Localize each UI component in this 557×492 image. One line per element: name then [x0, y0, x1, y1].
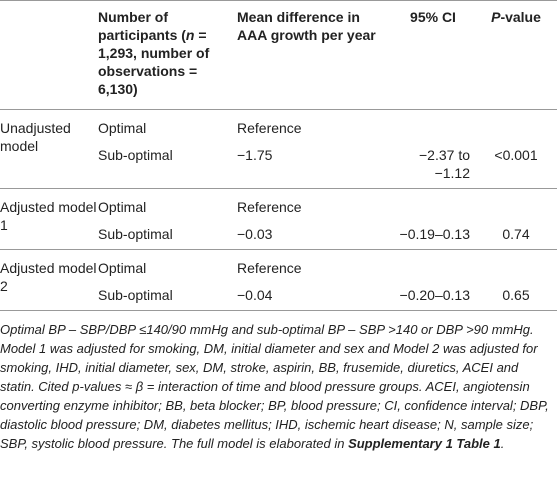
header-cell: P-value	[475, 1, 557, 110]
row-group: Adjusted model 2 Optimal Reference Sub-opti…	[0, 250, 557, 311]
text-segment: Supplementary 1 Table 1	[348, 436, 501, 451]
table-cell: 0.74	[502, 226, 530, 242]
table-cell: Sub-optimal	[98, 147, 173, 163]
table-cell: −0.19–0.13	[399, 226, 470, 242]
group-label: Unadjusted model	[0, 120, 71, 154]
table-row: Adjusted model 2 Optimal Reference	[0, 250, 557, 294]
table-cell: Reference	[237, 199, 302, 215]
text-segment: Optimal BP – SBP/DBP ≤140/90 mmHg and su…	[0, 322, 549, 451]
row-group: Adjusted model 1 Optimal Reference Sub-opti…	[0, 189, 557, 250]
table-cell	[381, 250, 475, 278]
group-label: Adjusted model 2	[0, 260, 97, 294]
text-segment: .	[500, 436, 505, 451]
table-row: Adjusted model 1 Optimal Reference	[0, 189, 557, 233]
table-cell: −2.37 to −1.12	[419, 147, 470, 181]
table-cell: Reference	[237, 260, 302, 276]
table-cell: −0.20–0.13	[399, 287, 470, 303]
table-row: Unadjusted model Optimal Reference	[0, 110, 557, 154]
table-cell: Optimal	[98, 199, 147, 215]
table-row: Sub-optimal −1.75 −2.37 to −1.12 <0.001	[0, 137, 557, 189]
header-cell: Mean difference in AAA growth per year	[237, 1, 381, 110]
table-cell: −1.75	[237, 147, 273, 163]
table-cell: 0.65	[502, 287, 530, 303]
table-cell	[475, 110, 557, 138]
table-header: Number of participants (n = 1,293, numbe…	[0, 0, 557, 110]
table-row: Sub-optimal −0.04 −0.20–0.13 0.65	[0, 277, 557, 311]
table-cell: −0.04	[237, 287, 273, 303]
text-segment: = 1,293, number of observations = 6,130)	[98, 27, 210, 97]
table-cell	[475, 250, 557, 278]
text-segment: n	[185, 27, 195, 43]
results-table: Number of participants (n = 1,293, numbe…	[0, 0, 557, 311]
text-segment: 95% CI	[410, 9, 456, 25]
text-segment: Number of participants (	[98, 9, 186, 43]
table-cell: Sub-optimal	[98, 226, 173, 242]
table-cell: <0.001	[494, 147, 538, 163]
table-cell: Optimal	[98, 260, 147, 276]
text-segment: -value	[500, 9, 541, 25]
header-row: Number of participants (n = 1,293, numbe…	[0, 0, 557, 110]
table-cell	[475, 189, 557, 217]
table-cell	[381, 189, 475, 217]
footnote: Optimal BP – SBP/DBP ≤140/90 mmHg and su…	[0, 320, 555, 453]
table-cell: Reference	[237, 120, 302, 136]
header-cell: 95% CI	[381, 1, 475, 110]
row-group: Unadjusted model Optimal Reference Sub-opti…	[0, 110, 557, 189]
text-segment: P	[491, 9, 501, 25]
table-cell: Optimal	[98, 120, 147, 136]
header-cell	[0, 1, 98, 110]
header-cell: Number of participants (n = 1,293, numbe…	[98, 1, 237, 110]
table-row: Sub-optimal −0.03 −0.19–0.13 0.74	[0, 216, 557, 250]
table-cell: Sub-optimal	[98, 287, 173, 303]
table-cell: −0.03	[237, 226, 273, 242]
table-cell	[381, 110, 475, 138]
group-label: Adjusted model 1	[0, 199, 97, 233]
text-segment: Mean difference in AAA growth per year	[237, 9, 376, 43]
